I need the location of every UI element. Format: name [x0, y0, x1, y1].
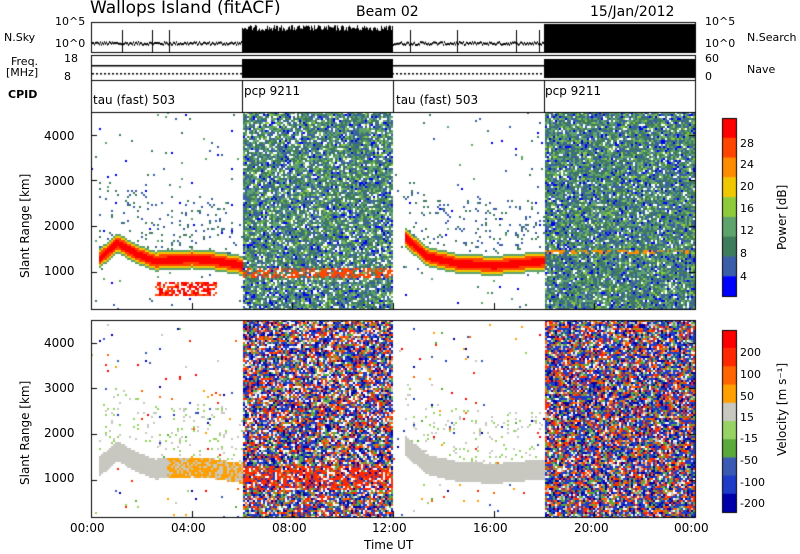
x-tick: 20:00: [574, 521, 609, 535]
nave-tick-top: 60: [705, 52, 719, 65]
velocity-ytick: 4000: [44, 336, 75, 350]
x-axis-label: Time UT: [364, 538, 414, 552]
freq-unit-label: [MHz]: [6, 66, 39, 79]
x-tick: 16:00: [473, 521, 508, 535]
velocity-cbar-tick: 200: [740, 346, 761, 359]
station-title: Wallops Island (fitACF): [90, 0, 281, 18]
cpid-segment-2: pcp 9211: [244, 84, 301, 98]
velocity-ytick: 1000: [44, 471, 75, 485]
cpid-segment-1: tau (fast) 503: [93, 93, 176, 107]
date-label: 15/Jan/2012: [590, 4, 675, 20]
power-cbar-tick: 28: [740, 137, 754, 150]
velocity-ytick: 2000: [44, 426, 75, 440]
freq-tick-bottom: 8: [64, 70, 71, 83]
cpid-label: CPID: [8, 88, 38, 101]
velocity-cbar-tick: 15: [740, 411, 754, 424]
cpid-segment-3: tau (fast) 503: [396, 93, 479, 107]
power-cbar-tick: 8: [740, 247, 747, 260]
freq-tick-top: 18: [64, 52, 78, 65]
power-cbar-tick: 16: [740, 202, 754, 215]
power-ytick: 4000: [44, 129, 75, 143]
power-cbar-tick: 20: [740, 180, 754, 193]
nsearch-label: N.Search: [747, 31, 797, 44]
nsky-tick-bottom: 10^0: [55, 37, 86, 50]
power-ytick: 2000: [44, 219, 75, 233]
velocity-ytick: 3000: [44, 381, 75, 395]
x-tick: 00:00: [70, 521, 105, 535]
power-ytick: 3000: [44, 174, 75, 188]
nave-tick-bottom: 0: [705, 70, 712, 83]
freq-label: Freq.: [11, 55, 39, 68]
power-panel-ylabel: Slant Range [km]: [18, 173, 32, 278]
velocity-cbar-tick: -200: [740, 497, 765, 510]
velocity-cbar-tick: -50: [740, 454, 758, 467]
beam-label: Beam 02: [356, 4, 419, 20]
velocity-cbar-label: Velocity [m s⁻¹]: [775, 362, 789, 456]
x-tick: 08:00: [272, 521, 307, 535]
x-tick: 04:00: [171, 521, 206, 535]
nsky-label: N.Sky: [4, 31, 36, 44]
nsky-tick-top: 10^5: [55, 15, 86, 28]
cpid-segment-4: pcp 9211: [545, 84, 602, 98]
power-cbar-tick: 24: [740, 158, 754, 171]
power-cbar-label: Power [dB]: [775, 184, 789, 250]
nsearch-tick-bottom: 10^0: [705, 37, 736, 50]
velocity-cbar-tick: -15: [740, 432, 758, 445]
nsearch-tick-top: 10^5: [705, 15, 736, 28]
power-cbar-tick: 4: [740, 270, 747, 283]
velocity-cbar-tick: 100: [740, 368, 761, 381]
velocity-cbar-tick: -100: [740, 476, 765, 489]
velocity-panel-ylabel: Slant Range [km]: [18, 380, 32, 485]
x-tick: 12:00: [372, 521, 407, 535]
velocity-cbar-tick: 50: [740, 390, 754, 403]
nave-label: Nave: [747, 63, 776, 76]
x-tick: 00:00: [674, 521, 709, 535]
power-cbar-tick: 12: [740, 224, 754, 237]
power-ytick: 1000: [44, 264, 75, 278]
